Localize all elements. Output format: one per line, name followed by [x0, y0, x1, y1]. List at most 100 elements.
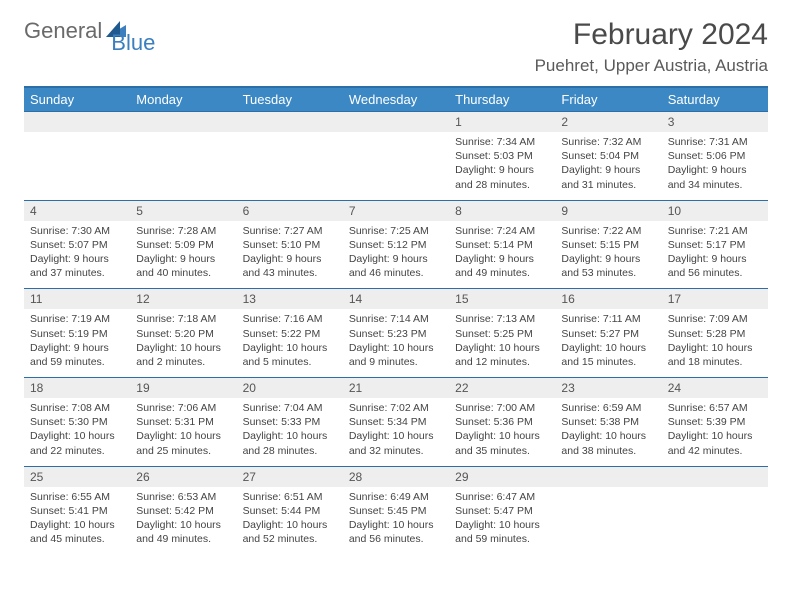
day-cell: 16Sunrise: 7:11 AMSunset: 5:27 PMDayligh…: [555, 289, 661, 377]
daylight-text: Daylight: 10 hours: [243, 518, 337, 532]
daylight-text: and 43 minutes.: [243, 266, 337, 280]
sunrise-text: Sunrise: 7:24 AM: [455, 224, 549, 238]
day-cell: 17Sunrise: 7:09 AMSunset: 5:28 PMDayligh…: [662, 289, 768, 377]
daylight-text: Daylight: 10 hours: [136, 341, 230, 355]
calendar: Sunday Monday Tuesday Wednesday Thursday…: [24, 86, 768, 554]
sunrise-text: Sunrise: 6:55 AM: [30, 490, 124, 504]
daylight-text: Daylight: 10 hours: [455, 518, 549, 532]
day-data: Sunrise: 7:13 AMSunset: 5:25 PMDaylight:…: [449, 309, 555, 377]
daylight-text: Daylight: 10 hours: [243, 341, 337, 355]
sunset-text: Sunset: 5:12 PM: [349, 238, 443, 252]
daylight-text: Daylight: 10 hours: [30, 518, 124, 532]
dow-saturday: Saturday: [662, 88, 768, 111]
day-number: 2: [555, 112, 661, 132]
sunrise-text: Sunrise: 6:51 AM: [243, 490, 337, 504]
day-cell: [24, 112, 130, 200]
day-data: Sunrise: 7:14 AMSunset: 5:23 PMDaylight:…: [343, 309, 449, 377]
day-cell: 2Sunrise: 7:32 AMSunset: 5:04 PMDaylight…: [555, 112, 661, 200]
day-number: 1: [449, 112, 555, 132]
day-number: 20: [237, 378, 343, 398]
day-number: 13: [237, 289, 343, 309]
day-cell: [662, 467, 768, 555]
daylight-text: and 40 minutes.: [136, 266, 230, 280]
day-number-empty: [24, 112, 130, 132]
day-number: 7: [343, 201, 449, 221]
day-data: Sunrise: 6:47 AMSunset: 5:47 PMDaylight:…: [449, 487, 555, 555]
daylight-text: Daylight: 9 hours: [455, 163, 549, 177]
sunset-text: Sunset: 5:44 PM: [243, 504, 337, 518]
sunrise-text: Sunrise: 7:08 AM: [30, 401, 124, 415]
day-data: Sunrise: 7:08 AMSunset: 5:30 PMDaylight:…: [24, 398, 130, 466]
sunset-text: Sunset: 5:36 PM: [455, 415, 549, 429]
sunset-text: Sunset: 5:10 PM: [243, 238, 337, 252]
day-cell: 29Sunrise: 6:47 AMSunset: 5:47 PMDayligh…: [449, 467, 555, 555]
day-cell: 10Sunrise: 7:21 AMSunset: 5:17 PMDayligh…: [662, 201, 768, 289]
sunrise-text: Sunrise: 7:14 AM: [349, 312, 443, 326]
dow-friday: Friday: [555, 88, 661, 111]
sunrise-text: Sunrise: 7:30 AM: [30, 224, 124, 238]
daylight-text: Daylight: 10 hours: [668, 429, 762, 443]
day-cell: [555, 467, 661, 555]
day-cell: 9Sunrise: 7:22 AMSunset: 5:15 PMDaylight…: [555, 201, 661, 289]
title-block: February 2024 Puehret, Upper Austria, Au…: [535, 18, 768, 76]
day-data: Sunrise: 7:22 AMSunset: 5:15 PMDaylight:…: [555, 221, 661, 289]
daylight-text: and 25 minutes.: [136, 444, 230, 458]
day-cell: 12Sunrise: 7:18 AMSunset: 5:20 PMDayligh…: [130, 289, 236, 377]
day-data: Sunrise: 7:27 AMSunset: 5:10 PMDaylight:…: [237, 221, 343, 289]
daylight-text: and 34 minutes.: [668, 178, 762, 192]
day-data: Sunrise: 7:34 AMSunset: 5:03 PMDaylight:…: [449, 132, 555, 200]
day-number: 3: [662, 112, 768, 132]
sunrise-text: Sunrise: 7:31 AM: [668, 135, 762, 149]
sunset-text: Sunset: 5:22 PM: [243, 327, 337, 341]
sunset-text: Sunset: 5:15 PM: [561, 238, 655, 252]
daylight-text: and 56 minutes.: [668, 266, 762, 280]
daylight-text: Daylight: 10 hours: [349, 518, 443, 532]
day-number: 19: [130, 378, 236, 398]
day-number: 29: [449, 467, 555, 487]
day-data: Sunrise: 7:25 AMSunset: 5:12 PMDaylight:…: [343, 221, 449, 289]
sunrise-text: Sunrise: 7:06 AM: [136, 401, 230, 415]
dow-tuesday: Tuesday: [237, 88, 343, 111]
sunset-text: Sunset: 5:33 PM: [243, 415, 337, 429]
sunrise-text: Sunrise: 6:49 AM: [349, 490, 443, 504]
sunset-text: Sunset: 5:20 PM: [136, 327, 230, 341]
day-cell: 11Sunrise: 7:19 AMSunset: 5:19 PMDayligh…: [24, 289, 130, 377]
day-data: Sunrise: 7:18 AMSunset: 5:20 PMDaylight:…: [130, 309, 236, 377]
day-number: 12: [130, 289, 236, 309]
sunset-text: Sunset: 5:39 PM: [668, 415, 762, 429]
sunset-text: Sunset: 5:27 PM: [561, 327, 655, 341]
day-number: 27: [237, 467, 343, 487]
day-number: 22: [449, 378, 555, 398]
daylight-text: and 2 minutes.: [136, 355, 230, 369]
day-cell: 24Sunrise: 6:57 AMSunset: 5:39 PMDayligh…: [662, 378, 768, 466]
day-number: 18: [24, 378, 130, 398]
day-number: 23: [555, 378, 661, 398]
day-number-empty: [662, 467, 768, 487]
location-label: Puehret, Upper Austria, Austria: [535, 56, 768, 76]
sunrise-text: Sunrise: 7:19 AM: [30, 312, 124, 326]
sunset-text: Sunset: 5:34 PM: [349, 415, 443, 429]
sunset-text: Sunset: 5:41 PM: [30, 504, 124, 518]
daylight-text: Daylight: 9 hours: [30, 252, 124, 266]
week-row: 11Sunrise: 7:19 AMSunset: 5:19 PMDayligh…: [24, 288, 768, 377]
sunrise-text: Sunrise: 7:27 AM: [243, 224, 337, 238]
daylight-text: Daylight: 9 hours: [668, 252, 762, 266]
sunrise-text: Sunrise: 7:34 AM: [455, 135, 549, 149]
day-cell: 15Sunrise: 7:13 AMSunset: 5:25 PMDayligh…: [449, 289, 555, 377]
daylight-text: and 59 minutes.: [30, 355, 124, 369]
sunrise-text: Sunrise: 7:32 AM: [561, 135, 655, 149]
daylight-text: Daylight: 10 hours: [668, 341, 762, 355]
day-number: 9: [555, 201, 661, 221]
day-data: Sunrise: 7:28 AMSunset: 5:09 PMDaylight:…: [130, 221, 236, 289]
day-data: Sunrise: 6:49 AMSunset: 5:45 PMDaylight:…: [343, 487, 449, 555]
day-data: Sunrise: 6:53 AMSunset: 5:42 PMDaylight:…: [130, 487, 236, 555]
sunset-text: Sunset: 5:42 PM: [136, 504, 230, 518]
daylight-text: and 52 minutes.: [243, 532, 337, 546]
day-data: Sunrise: 7:04 AMSunset: 5:33 PMDaylight:…: [237, 398, 343, 466]
day-number: 15: [449, 289, 555, 309]
day-number-empty: [237, 112, 343, 132]
logo: General Blue: [24, 18, 173, 44]
sunset-text: Sunset: 5:47 PM: [455, 504, 549, 518]
day-cell: 8Sunrise: 7:24 AMSunset: 5:14 PMDaylight…: [449, 201, 555, 289]
daylight-text: and 15 minutes.: [561, 355, 655, 369]
